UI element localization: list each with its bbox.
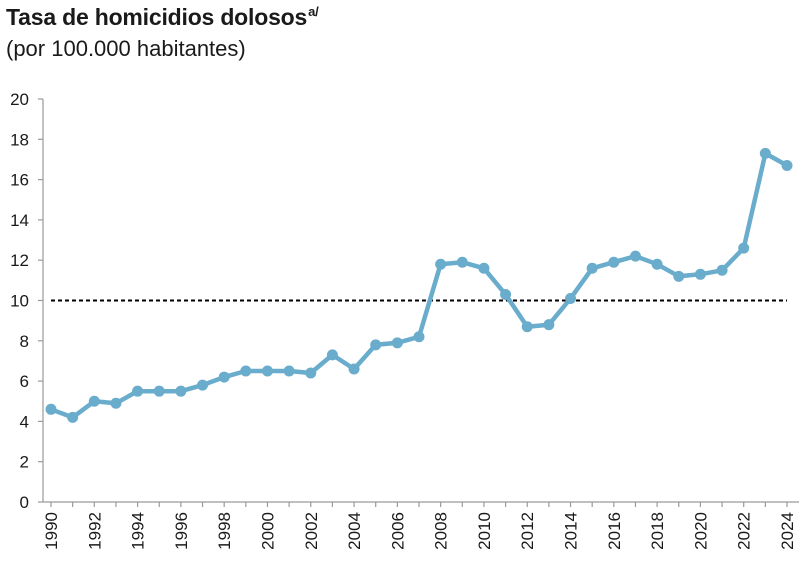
data-point xyxy=(218,371,230,383)
data-point xyxy=(110,397,122,409)
data-point xyxy=(478,262,490,274)
x-tick-label: 1990 xyxy=(42,512,61,550)
y-tick-label: 20 xyxy=(10,90,29,109)
x-tick-label: 2012 xyxy=(518,512,537,550)
chart-subtitle: (por 100.000 habitantes) xyxy=(6,36,246,61)
y-tick-label: 18 xyxy=(10,130,29,149)
data-point xyxy=(521,321,533,333)
data-point xyxy=(45,403,57,415)
data-point xyxy=(391,337,403,349)
x-tick-label: 2010 xyxy=(475,512,494,550)
y-tick-label: 10 xyxy=(10,292,29,311)
data-point xyxy=(175,385,187,397)
data-point xyxy=(629,250,641,262)
data-point xyxy=(348,363,360,375)
data-point xyxy=(608,256,620,268)
x-tick-label: 2002 xyxy=(302,512,321,550)
y-tick-label: 0 xyxy=(20,493,29,512)
data-point xyxy=(326,349,338,361)
data-point xyxy=(694,268,706,280)
x-tick-label: 2004 xyxy=(345,512,364,550)
series-line xyxy=(48,151,790,420)
data-point xyxy=(500,288,512,300)
data-point xyxy=(759,147,771,159)
x-tick-label: 2008 xyxy=(432,512,451,550)
y-tick-label: 2 xyxy=(20,453,29,472)
x-tick-label: 2016 xyxy=(605,512,624,550)
x-tick-label: 2018 xyxy=(648,512,667,550)
data-point xyxy=(240,365,252,377)
x-tick-label: 2020 xyxy=(691,512,710,550)
y-tick-label: 6 xyxy=(20,372,29,391)
chart-title-text: Tasa de homicidios dolosos xyxy=(6,4,308,30)
data-point xyxy=(716,264,728,276)
data-point xyxy=(738,242,750,254)
data-point xyxy=(132,385,144,397)
y-tick-label: 8 xyxy=(20,332,29,351)
data-point xyxy=(456,256,468,268)
x-tick-label: 2000 xyxy=(258,512,277,550)
data-point xyxy=(543,319,555,331)
data-point xyxy=(370,339,382,351)
data-point xyxy=(435,258,447,270)
x-tick-label: 2006 xyxy=(388,512,407,550)
data-point xyxy=(67,411,79,423)
data-point xyxy=(283,365,295,377)
data-point xyxy=(305,367,317,379)
title-footnote-mark: a/ xyxy=(308,4,319,19)
x-tick-label: 2014 xyxy=(562,512,581,550)
x-tick-label: 1992 xyxy=(85,512,104,550)
data-point xyxy=(197,379,209,391)
x-tick-label: 2024 xyxy=(778,512,797,550)
x-tick-label: 1996 xyxy=(172,512,191,550)
x-tick-label: 1998 xyxy=(215,512,234,550)
y-tick-label: 16 xyxy=(10,171,29,190)
data-point xyxy=(651,258,663,270)
data-point xyxy=(565,292,577,304)
data-point xyxy=(586,262,598,274)
y-tick-label: 14 xyxy=(10,211,29,230)
chart-title: Tasa de homicidios dolososa/ xyxy=(6,4,319,31)
data-point xyxy=(413,331,425,343)
x-tick-label: 2022 xyxy=(735,512,754,550)
y-tick-label: 12 xyxy=(10,251,29,270)
data-point xyxy=(781,159,793,171)
data-point xyxy=(261,365,273,377)
data-point xyxy=(673,270,685,282)
y-tick-label: 4 xyxy=(20,412,29,431)
data-point xyxy=(153,385,165,397)
x-tick-label: 1994 xyxy=(129,512,148,550)
data-point xyxy=(88,395,100,407)
